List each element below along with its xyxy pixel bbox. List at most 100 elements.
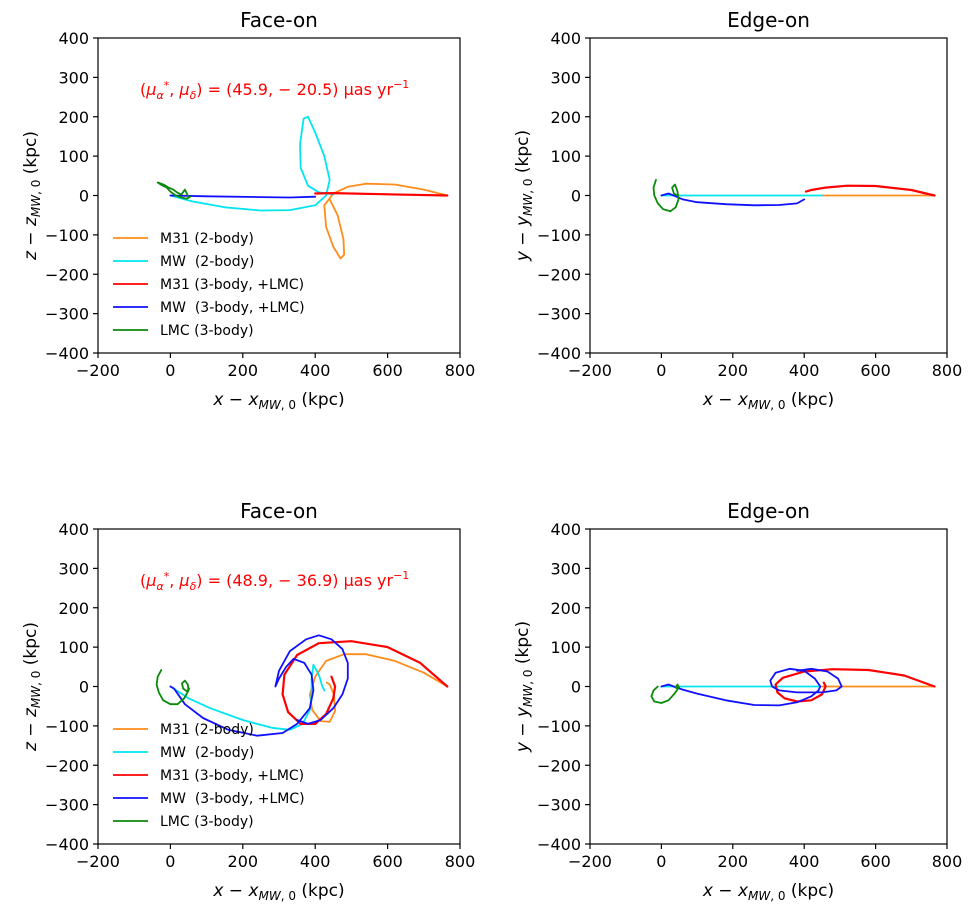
x-tick-label: 0 (656, 361, 666, 380)
y-tick-label: −300 (537, 796, 581, 815)
y-tick-label: 200 (58, 599, 89, 618)
x-tick-label: 200 (228, 852, 259, 871)
x-tick-label: 600 (860, 852, 891, 871)
axes-frame (97, 528, 461, 845)
y-tick-label: 400 (58, 520, 89, 539)
x-tick-label: 200 (718, 361, 749, 380)
series-mw-3-body-lmc (169, 194, 317, 199)
y-tick-label: −400 (537, 344, 581, 363)
y-tick-label: −300 (45, 305, 89, 324)
x-axis-label: x − xMW, 0 (kpc) (212, 881, 344, 903)
x-tick-label: 400 (789, 361, 820, 380)
y-tick-label: −200 (45, 756, 89, 775)
panel-title: Face-on (240, 8, 318, 32)
x-tick-label: 400 (300, 361, 331, 380)
legend-label: LMC (3-body) (160, 323, 254, 339)
y-tick-label: 300 (550, 68, 581, 87)
x-tick-label: −200 (76, 361, 120, 380)
panel-title: Face-on (240, 499, 318, 523)
axes-frame (589, 37, 948, 354)
legend: M31 (2-body) MW (2-body) M31 (3-body, +LMC… (113, 231, 305, 339)
series-m31-2-body (323, 182, 449, 260)
legend-label: MW (3-body, +LMC) (160, 300, 305, 316)
legend-label: MW (3-body, +LMC) (160, 791, 305, 807)
pm-annotation: (μα*, μδ) = (45.9, − 20.5) μas yr−1 (140, 78, 409, 102)
series-m31-3-body-lmc (314, 192, 449, 197)
legend-label: M31 (3-body, +LMC) (160, 768, 304, 784)
y-tick-label: −200 (537, 265, 581, 284)
series-mw-3-body-lmc (660, 192, 806, 207)
axes-frame (97, 37, 461, 354)
legend: M31 (2-body) MW (2-body) M31 (3-body, +LMC… (113, 722, 305, 830)
panel-title: Edge-on (727, 8, 810, 32)
legend-label: M31 (2-body) (160, 231, 254, 247)
pm-annotation: (μα*, μδ) = (48.9, − 36.9) μas yr−1 (140, 569, 409, 593)
x-tick-label: 0 (165, 361, 175, 380)
y-tick-label: 100 (58, 147, 89, 166)
series-mw-2-body (169, 663, 326, 731)
x-tick-label: 800 (445, 361, 476, 380)
y-tick-label: 0 (571, 678, 581, 697)
panel-2: Edge-on −200 0 200 400 600 800 −400 −300 −200 −100… (513, 8, 962, 412)
x-tick-label: 200 (228, 361, 259, 380)
y-tick-label: 0 (79, 678, 89, 697)
legend-label: M31 (2-body) (160, 722, 254, 738)
y-tick-label: −300 (537, 305, 581, 324)
x-axis-label: x − xMW, 0 (kpc) (702, 390, 834, 412)
y-tick-label: 400 (550, 520, 581, 539)
x-tick-label: 800 (932, 361, 963, 380)
series-m31-3-body-lmc (281, 640, 449, 726)
y-axis-label: z − zMW, 0 (kpc) (21, 131, 43, 261)
legend-label: MW (2-body) (160, 745, 254, 761)
series-lmc-3-body (156, 181, 192, 200)
x-tick-label: −200 (568, 361, 612, 380)
series-lmc-3-body (155, 669, 191, 706)
legend-label: LMC (3-body) (160, 814, 254, 830)
y-tick-label: 200 (550, 599, 581, 618)
series-m31-2-body (308, 653, 449, 723)
x-tick-label: 200 (718, 852, 749, 871)
y-tick-label: −400 (45, 835, 89, 854)
x-axis-label: x − xMW, 0 (kpc) (702, 881, 834, 903)
series-mw-3-body-lmc (660, 667, 843, 707)
x-tick-label: 600 (372, 361, 403, 380)
y-axis-label: y − yMW, 0 (kpc) (513, 130, 535, 262)
legend-label: M31 (3-body, +LMC) (160, 277, 304, 293)
y-tick-label: 100 (550, 147, 581, 166)
panel-title: Edge-on (727, 499, 810, 523)
y-tick-label: −100 (45, 226, 89, 245)
x-tick-label: 600 (860, 361, 891, 380)
y-tick-label: −400 (45, 344, 89, 363)
y-tick-label: −300 (45, 796, 89, 815)
series-m31-3-body-lmc (804, 184, 936, 197)
x-tick-label: 800 (932, 852, 963, 871)
y-tick-label: 300 (550, 559, 581, 578)
y-tick-label: 100 (550, 638, 581, 657)
y-tick-label: 100 (58, 638, 89, 657)
series-mw-2-body (169, 115, 335, 212)
y-tick-label: −200 (45, 265, 89, 284)
x-tick-label: 600 (372, 852, 403, 871)
y-axis-label: y − yMW, 0 (kpc) (513, 621, 535, 753)
y-tick-label: 400 (550, 29, 581, 48)
y-tick-label: 200 (550, 108, 581, 127)
panel-1: Face-on −200 0 200 400 600 800 −400 −300 −200 −100… (21, 8, 475, 412)
y-tick-label: 300 (58, 559, 89, 578)
x-tick-label: 800 (445, 852, 476, 871)
y-tick-label: −100 (537, 717, 581, 736)
axes-frame (589, 528, 948, 845)
x-tick-label: 400 (300, 852, 331, 871)
legend-label: MW (2-body) (160, 254, 254, 270)
y-tick-label: 0 (571, 187, 581, 206)
x-tick-label: −200 (568, 852, 612, 871)
x-axis-label: x − xMW, 0 (kpc) (212, 390, 344, 412)
y-tick-label: −100 (537, 226, 581, 245)
series-mw-3-body-lmc (169, 634, 349, 737)
y-tick-label: −200 (537, 756, 581, 775)
y-tick-label: −400 (537, 835, 581, 854)
y-tick-label: 200 (58, 108, 89, 127)
y-tick-label: −100 (45, 717, 89, 736)
y-tick-label: 300 (58, 68, 89, 87)
x-tick-label: −200 (76, 852, 120, 871)
